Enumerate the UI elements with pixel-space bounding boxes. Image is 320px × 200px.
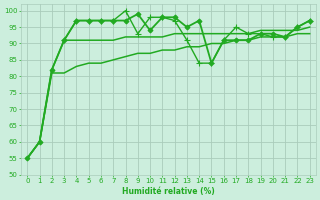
X-axis label: Humidité relative (%): Humidité relative (%) (122, 187, 215, 196)
